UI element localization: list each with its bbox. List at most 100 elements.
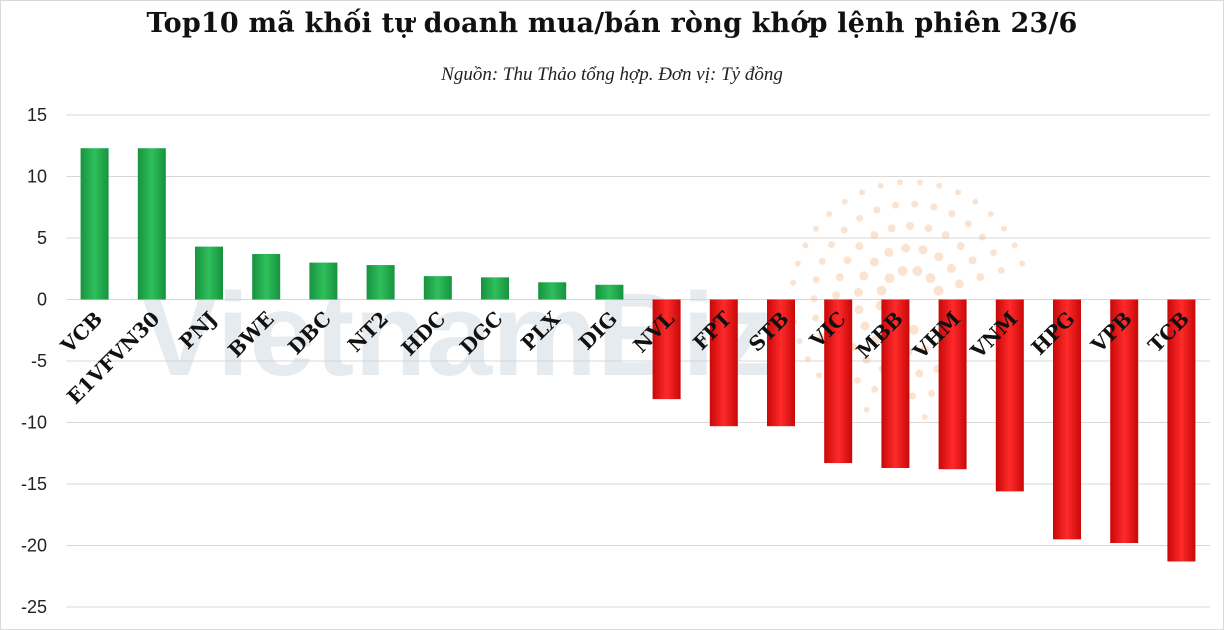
watermark-dot <box>925 273 936 284</box>
watermark-dot <box>859 189 866 196</box>
y-tick-label: -5 <box>31 351 47 371</box>
watermark-dot <box>897 265 908 276</box>
watermark-dot <box>912 265 923 276</box>
watermark-dot <box>884 273 895 284</box>
watermark-dot <box>930 203 938 211</box>
watermark-dot <box>906 222 914 230</box>
watermark-dot <box>860 321 870 331</box>
y-tick-label: -15 <box>21 474 47 494</box>
y-tick-label: 0 <box>37 290 47 310</box>
bar-dig <box>595 284 624 300</box>
category-label: VCB <box>55 307 107 359</box>
bar-vnm <box>995 299 1024 492</box>
watermark-dot <box>863 406 870 413</box>
watermark-dot <box>916 179 923 186</box>
bar-plx <box>538 282 567 300</box>
watermark-dot <box>810 295 818 303</box>
bar-stb <box>767 299 795 427</box>
watermark-dot <box>908 392 916 400</box>
watermark-dot <box>804 356 811 362</box>
watermark-dot <box>987 210 994 217</box>
watermark-dot <box>826 210 833 217</box>
watermark-dot <box>840 226 848 234</box>
watermark-dot <box>790 279 797 286</box>
watermark-dot <box>924 224 933 233</box>
watermark-dot <box>855 242 864 251</box>
watermark-dot <box>901 243 911 253</box>
bar-nvl <box>652 299 681 400</box>
bar-pnj <box>195 246 223 300</box>
watermark-dot <box>964 220 972 228</box>
watermark-dot <box>976 273 985 282</box>
watermark-dot <box>933 285 944 296</box>
watermark-dot <box>972 198 979 205</box>
watermark-dot <box>884 247 894 257</box>
watermark-dot <box>812 314 820 322</box>
watermark-dot <box>934 252 944 262</box>
watermark-dot <box>954 279 964 289</box>
watermark-dot <box>990 249 998 257</box>
watermark-dot <box>948 210 956 218</box>
watermark-dot <box>1011 242 1018 249</box>
watermark-dot <box>997 266 1005 274</box>
y-tick-label: 5 <box>37 228 47 248</box>
watermark-dot <box>978 233 986 241</box>
bar-e1vfvn30 <box>137 148 166 300</box>
watermark-dot <box>946 264 956 274</box>
watermark-dot <box>1000 225 1007 232</box>
watermark-dot <box>968 256 977 265</box>
y-tick-label: -20 <box>21 536 47 556</box>
y-tick-label: 10 <box>27 167 47 187</box>
bar-hpg <box>1053 299 1081 540</box>
watermark-dot <box>854 287 864 297</box>
watermark-dot <box>794 260 801 267</box>
watermark-dot <box>856 214 864 222</box>
watermark-dot <box>841 198 848 205</box>
watermark-dot <box>915 369 924 378</box>
bar-vcb <box>80 148 109 300</box>
watermark-dot <box>873 206 881 214</box>
watermark-dot <box>928 390 936 398</box>
bar-bwe <box>252 253 281 300</box>
watermark-dot <box>918 245 928 255</box>
bar-fpt <box>709 299 738 427</box>
watermark-dot <box>812 276 820 284</box>
bar-mbb <box>881 299 910 469</box>
watermark-dot <box>813 225 820 232</box>
watermark-dot <box>954 189 961 196</box>
watermark-dot <box>802 242 809 249</box>
watermark-dot <box>897 179 904 186</box>
bar-tcb <box>1167 299 1196 562</box>
watermark-dot <box>843 256 852 265</box>
watermark-dot <box>956 242 965 251</box>
watermark-dot <box>832 291 841 300</box>
bar-dgc <box>481 277 509 300</box>
watermark-dot <box>936 182 943 189</box>
watermark-dot <box>854 305 864 315</box>
watermark-dot <box>921 414 928 421</box>
bar-nt2 <box>366 265 395 300</box>
watermark-dot <box>835 273 844 282</box>
watermark-dot <box>941 231 950 240</box>
bar-vhm <box>938 299 967 470</box>
bar-hdc <box>423 276 452 300</box>
watermark-dot <box>876 285 887 296</box>
watermark-dot <box>816 372 823 379</box>
watermark-dot <box>854 376 862 384</box>
watermark-dot <box>862 355 871 364</box>
chart-subtitle: Nguồn: Thu Thảo tổng hợp. Đơn vị: Tỷ đồn… <box>441 64 783 85</box>
watermark-dot <box>859 271 869 281</box>
watermark-dot <box>911 200 919 208</box>
watermark-dot <box>920 345 930 355</box>
watermark-dot <box>871 334 881 344</box>
y-axis-ticks: 15 10 5 0 -5 -10 -15 -20 -25 <box>21 105 47 617</box>
watermark-dot <box>877 182 884 189</box>
bar-vpb <box>1110 299 1139 544</box>
watermark-dot <box>828 241 836 249</box>
y-tick-label: 15 <box>27 105 47 125</box>
watermark-dot <box>870 231 879 240</box>
y-tick-label: -10 <box>21 413 47 433</box>
bar-vic <box>824 299 853 464</box>
bar-dbc <box>309 262 338 300</box>
